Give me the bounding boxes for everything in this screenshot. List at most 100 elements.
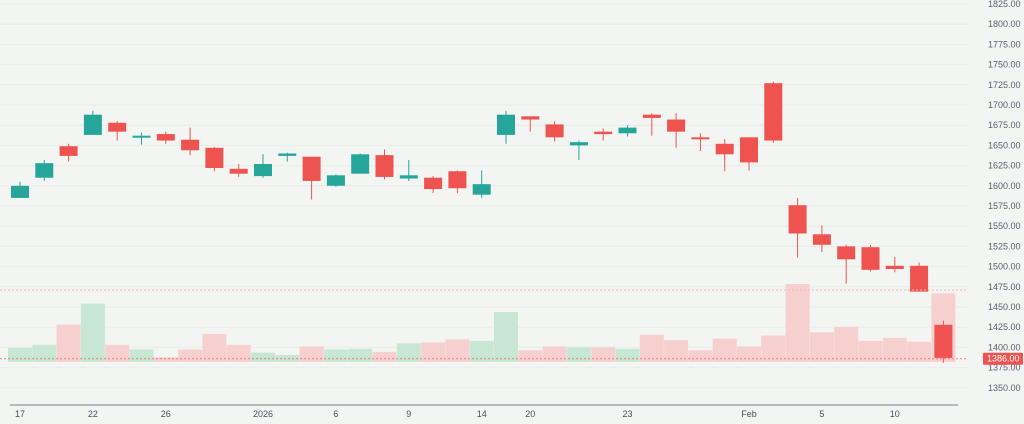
candle[interactable] [156,131,175,144]
candle[interactable] [59,143,78,162]
candle[interactable] [108,121,127,141]
candle[interactable] [667,113,686,148]
candle-body [812,234,831,245]
volume-bar [615,348,640,362]
y-tick-label: 1600.00 [988,181,1021,191]
candle-body [399,175,418,179]
candle-body [667,119,686,132]
x-tick-label: 6 [333,409,338,419]
candle-body [375,155,394,177]
candle-body [132,135,151,138]
volume-bar [299,346,324,362]
candle[interactable] [375,149,394,180]
candles [11,81,953,363]
candle[interactable] [691,133,710,152]
y-tick-label: 1625.00 [988,161,1021,171]
candle[interactable] [35,159,54,181]
candle[interactable] [11,181,29,198]
candle[interactable] [326,174,345,187]
volume-bar [494,312,518,362]
x-tick-label: 17 [15,409,25,419]
candle-body [715,143,734,155]
candle[interactable] [83,110,102,135]
candle-body [569,142,588,146]
volume-bar [445,339,470,362]
y-tick-label: 1700.00 [988,100,1021,110]
candle[interactable] [302,156,321,200]
candle-body [351,154,370,174]
volume-bar [688,350,713,362]
x-tick-label: 20 [525,409,535,419]
volume-bar [8,347,32,362]
last-price-label: 1386.00 [987,354,1020,364]
candle-body [910,265,929,292]
volume-bars [8,284,956,362]
candle[interactable] [132,132,151,145]
candle[interactable] [594,128,613,141]
candle-body [205,147,224,169]
candle-body [691,137,710,140]
candle[interactable] [715,138,734,172]
volume-bar [712,338,737,362]
candle[interactable] [740,137,758,171]
candle[interactable] [545,121,564,142]
candle-body [59,146,78,156]
candle[interactable] [424,176,443,194]
candle[interactable] [812,225,831,253]
candle-body [837,246,856,260]
y-tick-label: 1425.00 [988,322,1021,332]
volume-bar [882,337,907,362]
volume-bar [469,340,494,362]
candle-body [278,153,297,156]
candle[interactable] [229,163,248,177]
candle-body [11,185,29,198]
candle[interactable] [569,140,588,160]
candle-body [229,168,248,174]
candle[interactable] [642,113,661,136]
candle[interactable] [448,170,467,194]
y-tick-label: 1650.00 [988,140,1021,150]
candle[interactable] [472,170,491,198]
candle-body [497,114,515,135]
candle[interactable] [861,244,880,272]
volume-bar [105,344,130,362]
candle[interactable] [618,125,637,137]
candle[interactable] [934,320,953,363]
last-price-badge [983,352,1023,365]
candle[interactable] [278,152,297,162]
candle[interactable] [521,116,540,132]
candle-body [108,122,127,132]
y-axis[interactable]: 1825.00 1800.00 1775.00 1750.00 1725.00 1700.… [983,0,1023,393]
y-tick-label: 1350.00 [988,383,1021,393]
y-tick-label: 1525.00 [988,241,1021,251]
candle[interactable] [837,244,856,284]
candle-body [181,139,200,151]
x-tick-label: Feb [741,409,757,419]
candle[interactable] [764,81,783,143]
candle[interactable] [399,159,418,181]
x-tick-label: 10 [890,409,900,419]
candle[interactable] [205,147,224,172]
y-tick-label: 1475.00 [988,282,1021,292]
price-lines [0,289,968,360]
candle[interactable] [254,154,272,178]
candle-body [764,83,783,141]
x-axis[interactable]: 17 22 26 2026 6 9 14 20 23 Feb 5 10 [10,404,958,419]
volume-bar [348,348,373,362]
candle[interactable] [910,262,929,292]
y-tick-label: 1750.00 [988,60,1021,70]
x-tick-label: 26 [161,409,171,419]
candle[interactable] [181,127,200,156]
candle[interactable] [885,256,904,273]
volume-bar [858,340,883,362]
candle[interactable] [497,110,515,144]
volume-bar [591,347,616,362]
volume-bar [542,346,567,362]
volume-bar [639,334,664,362]
candle-body [472,184,491,195]
candle[interactable] [788,197,807,258]
volume-bar [809,332,834,362]
candle[interactable] [351,153,370,174]
y-tick-label: 1825.00 [988,0,1021,9]
